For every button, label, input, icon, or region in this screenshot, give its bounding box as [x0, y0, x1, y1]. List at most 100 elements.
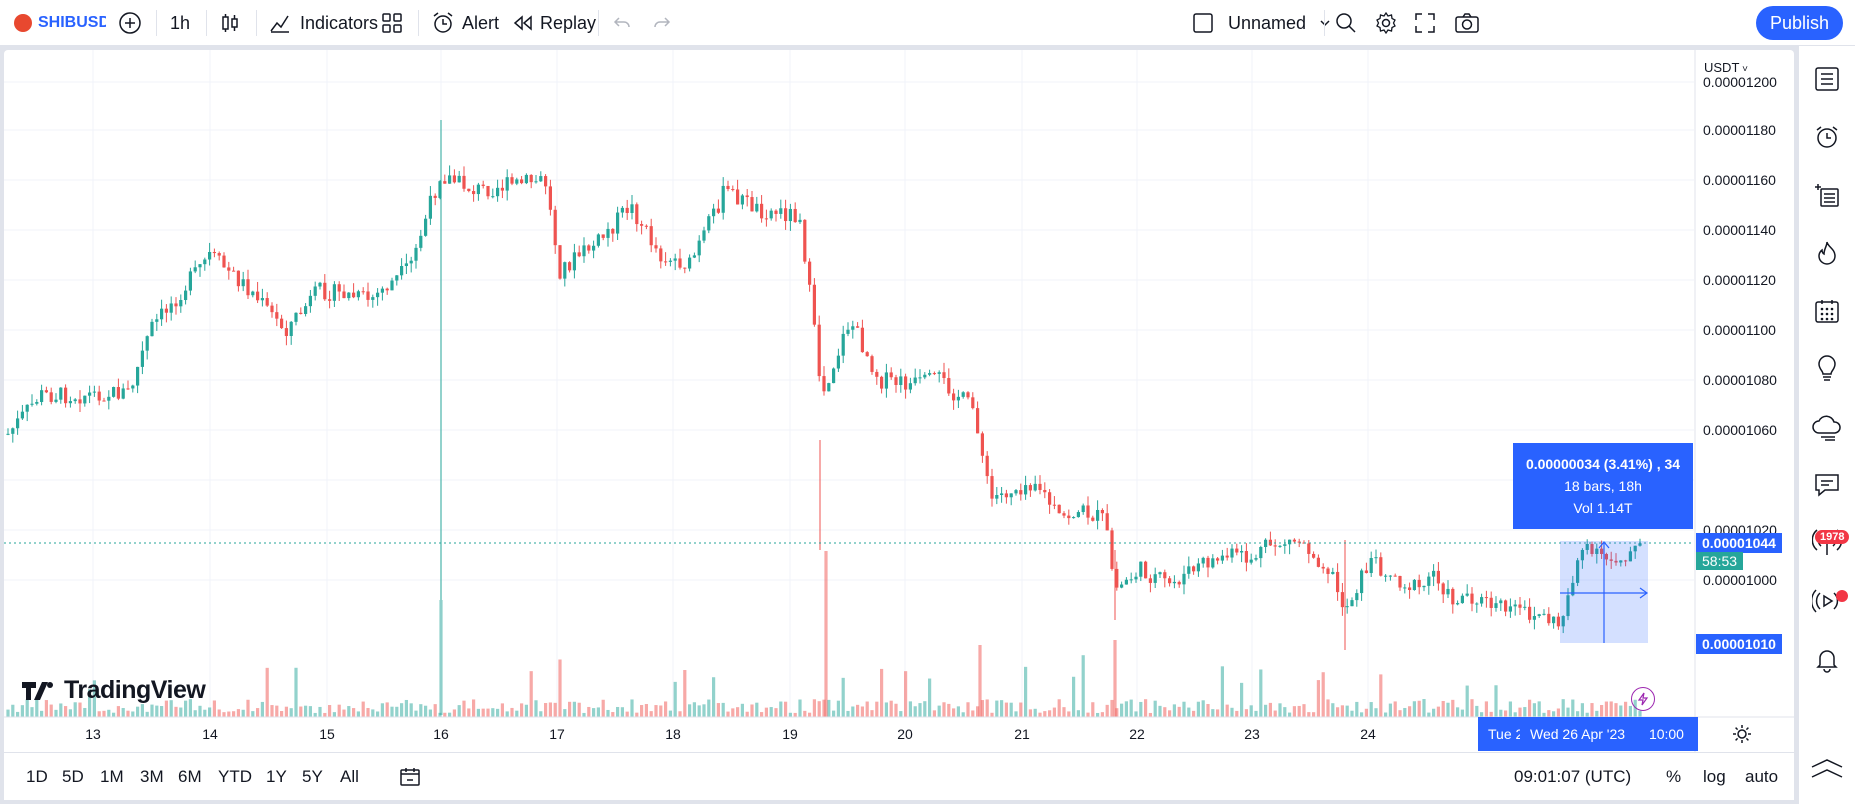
candle-body [208, 251, 212, 260]
ideas-button[interactable] [1810, 352, 1844, 386]
range-button-5d[interactable]: 5D [62, 767, 84, 786]
candle-body [1062, 513, 1066, 516]
candle-body [1052, 504, 1056, 506]
candle-body [1110, 530, 1114, 569]
candle-body [1182, 573, 1186, 585]
hotlists-button[interactable] [1810, 236, 1844, 270]
notifications-button[interactable] [1810, 642, 1844, 676]
search-button[interactable] [1334, 0, 1358, 46]
live-button[interactable] [1810, 584, 1844, 618]
watchlist-button[interactable] [1810, 62, 1844, 96]
snapshot-button[interactable] [1454, 0, 1480, 46]
indicators-button[interactable]: Indicators [268, 0, 378, 46]
candle-body [865, 352, 869, 357]
volume-bar [424, 705, 428, 717]
collapse-sidebar-button[interactable] [1810, 752, 1844, 786]
range-button-1y[interactable]: 1Y [266, 767, 287, 786]
time-tick-label: 18 [665, 726, 681, 742]
candle-body [884, 372, 888, 389]
chart-type-button[interactable] [218, 0, 242, 46]
time-cursor-tag: Wed 26 Apr '23 10:00 [1520, 717, 1698, 751]
price-axis[interactable]: USDT ˅ [1696, 50, 1794, 717]
axis-settings-button[interactable] [1730, 722, 1754, 746]
volume-bar [1019, 702, 1023, 717]
candle-body [467, 188, 471, 192]
range-button-6m[interactable]: 6M [178, 767, 202, 786]
candle-body [486, 185, 490, 197]
volume-bar [1230, 707, 1234, 717]
chats-button[interactable] [1810, 468, 1844, 502]
candle-body [1360, 570, 1364, 594]
alert-button[interactable]: Alert [430, 0, 499, 46]
volume-bar [865, 701, 869, 717]
volume-bar [798, 699, 802, 717]
play-signal-icon [1812, 589, 1839, 613]
candlesticks [6, 120, 1642, 650]
time-tick-label: 23 [1244, 726, 1260, 742]
candle-body [193, 267, 197, 272]
minds-button[interactable] [1810, 410, 1844, 444]
percent-scale-button[interactable]: % [1666, 754, 1681, 800]
go-to-date-button[interactable] [398, 754, 422, 800]
alerts-button[interactable] [1810, 120, 1844, 154]
candle-body [1580, 549, 1584, 561]
countdown-tag: 58:53 [1696, 552, 1744, 570]
candle-body [548, 186, 552, 210]
candle-body [294, 312, 298, 322]
layouts-button[interactable] [380, 0, 404, 46]
volume-bar [35, 699, 39, 717]
volume-bar [284, 706, 288, 717]
redo-button[interactable] [652, 0, 672, 46]
volume-bar [304, 705, 308, 717]
volume-bar [740, 703, 744, 717]
volume-bar [1307, 712, 1311, 717]
compare-add-button[interactable] [118, 0, 142, 46]
lightbulb-icon [1818, 355, 1836, 381]
volume-bar [1470, 699, 1474, 717]
volume-bar [812, 699, 816, 717]
chart-pane[interactable] [4, 50, 1794, 800]
interval-button[interactable]: 1h [170, 0, 190, 46]
candle-body [491, 196, 495, 198]
replay-button[interactable]: Replay [512, 0, 596, 46]
volume-bar [1489, 711, 1493, 717]
volume-bar [20, 705, 24, 717]
notification-badge: 1978 [1815, 530, 1850, 544]
range-button-1m[interactable]: 1M [100, 767, 124, 786]
fullscreen-button[interactable] [1414, 0, 1436, 46]
price-tick-label: 0.00001000 [1703, 572, 1777, 588]
watermark-text: TradingView [64, 676, 206, 704]
calendar-button[interactable] [1810, 294, 1844, 328]
range-button-3m[interactable]: 3M [140, 767, 164, 786]
candle-body [49, 392, 53, 402]
log-scale-button[interactable]: log [1703, 754, 1726, 800]
publish-button[interactable]: Publish [1755, 6, 1843, 40]
candle-body [812, 284, 816, 325]
currency-selector[interactable]: USDT ˅ [1704, 60, 1748, 75]
volume-bar [1508, 701, 1512, 717]
square-icon [1193, 13, 1213, 33]
candle-body [337, 284, 341, 292]
volume-bar [6, 709, 10, 717]
percent-label: % [1666, 767, 1682, 786]
clock-display[interactable]: 09:01:07 (UTC) [1514, 754, 1631, 800]
candle-body [260, 298, 264, 301]
volume-bar [568, 701, 572, 717]
candle-body [217, 253, 221, 256]
settings-button[interactable] [1374, 0, 1398, 46]
calendar-icon [1815, 300, 1839, 323]
range-button-5y[interactable]: 5Y [302, 767, 323, 786]
object-tree-button[interactable] [1810, 178, 1844, 212]
range-button-1d[interactable]: 1D [26, 767, 48, 786]
symbol-search[interactable]: SHIBUSDT [14, 0, 106, 46]
volume-bar [1115, 708, 1119, 717]
auto-scale-button[interactable]: auto [1745, 754, 1778, 800]
quick-actions-button[interactable] [1631, 687, 1655, 711]
range-button-ytd[interactable]: YTD [218, 767, 252, 786]
range-button-all[interactable]: All [340, 767, 359, 786]
volume-bar [731, 708, 735, 717]
undo-button[interactable] [612, 0, 632, 46]
layout-name-button[interactable]: Unnamed [1192, 0, 1332, 46]
candle-body [1432, 570, 1436, 577]
